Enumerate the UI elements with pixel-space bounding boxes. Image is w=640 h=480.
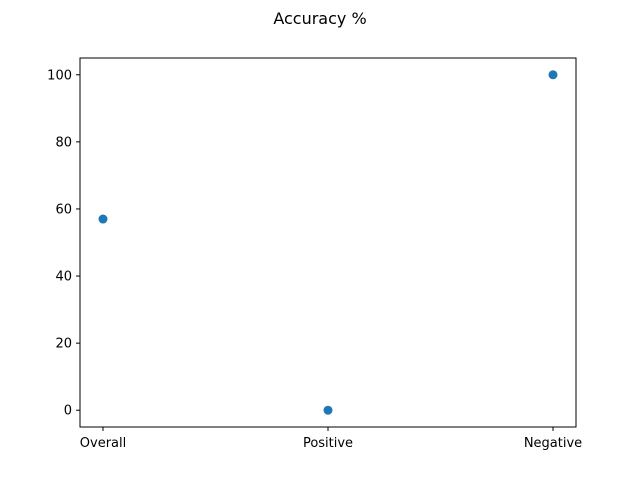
y-tick-label: 60 bbox=[55, 202, 72, 217]
plot-frame bbox=[79, 57, 577, 428]
y-tick-label: 80 bbox=[55, 135, 72, 150]
x-axis: Overall Positive Negative bbox=[80, 427, 582, 451]
chart-title: Accuracy % bbox=[273, 9, 366, 28]
y-tick-label: 20 bbox=[55, 337, 72, 352]
data-point bbox=[98, 214, 108, 224]
data-point bbox=[323, 405, 333, 415]
y-tick-label: 40 bbox=[55, 270, 72, 285]
y-tick-label: 100 bbox=[47, 68, 72, 83]
data-point bbox=[548, 70, 558, 80]
y-tick-label: 0 bbox=[64, 404, 72, 419]
x-tick-label: Overall bbox=[80, 436, 126, 451]
x-tick-label: Positive bbox=[303, 436, 353, 451]
data-points bbox=[98, 70, 558, 415]
y-axis: 0 20 40 60 80 100 bbox=[47, 68, 80, 419]
x-tick-label: Negative bbox=[524, 436, 582, 451]
